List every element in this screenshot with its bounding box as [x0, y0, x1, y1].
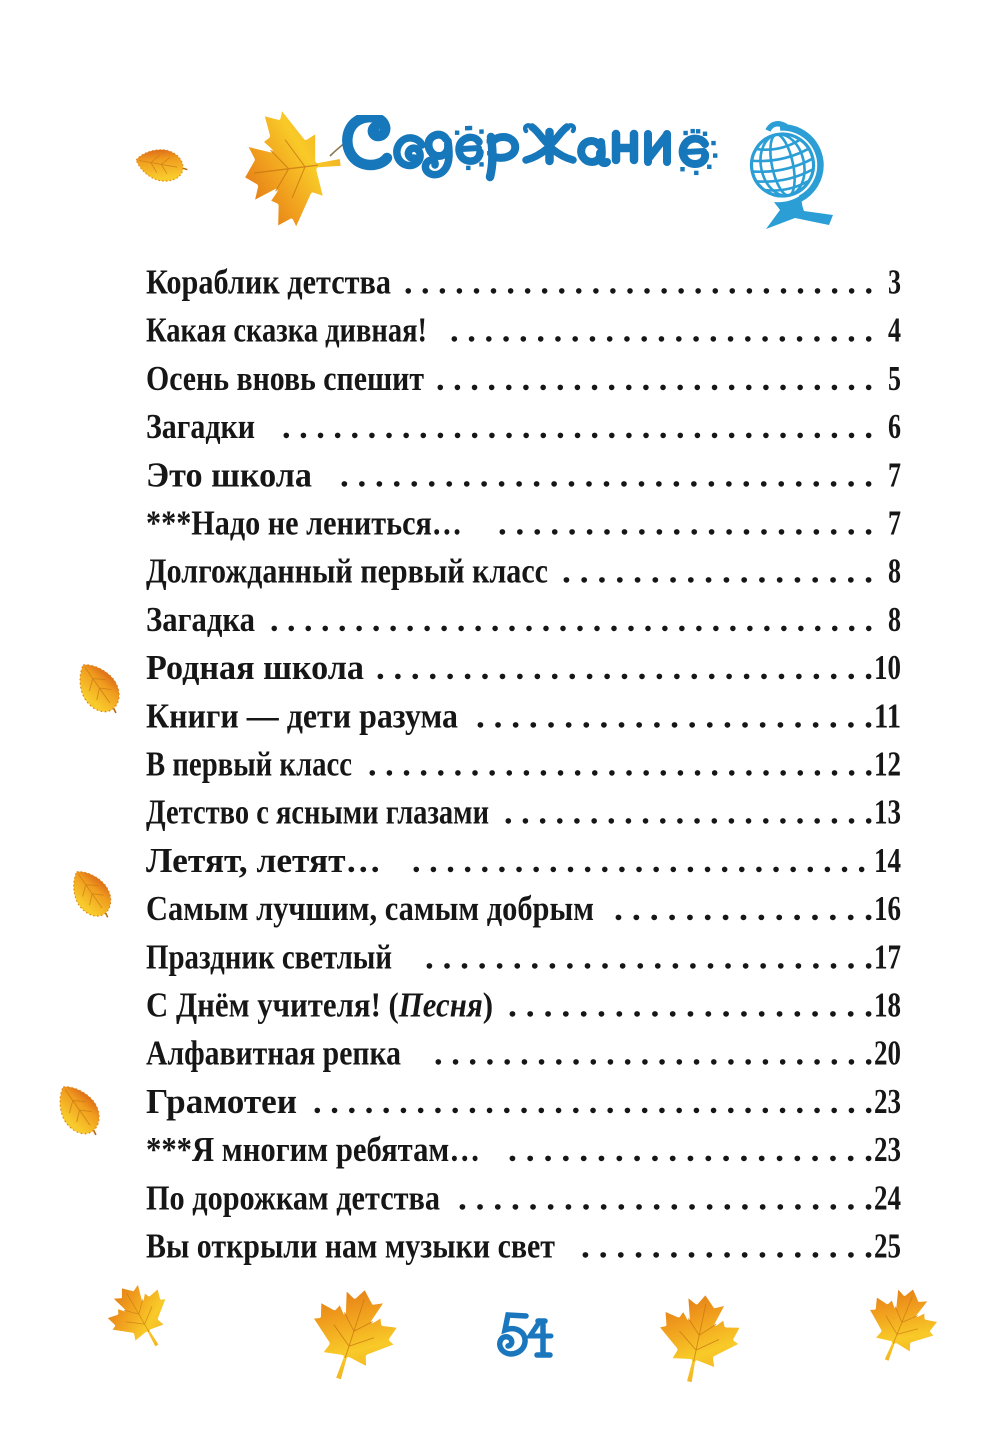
svg-text:. . . . . . . . . . . . . . .: . . . . . . . . . . . . . . . . . . . . … — [458, 1178, 873, 1217]
svg-text:***Я многим ребятам…: ***Я многим ребятам… — [146, 1130, 480, 1169]
svg-text:. . . . . . . . . . . . . . .: . . . . . . . . . . . . . . . . . . . . … — [436, 359, 873, 398]
svg-text:Детство с ясными глазами: Детство с ясными глазами — [146, 793, 489, 832]
svg-text:. . . . . . . . . . . . . . .: . . . . . . . . . . . . . . . . . — [581, 1227, 873, 1266]
svg-text:Летят, летят…: Летят, летят… — [146, 841, 381, 880]
svg-text:): ) — [483, 986, 493, 1025]
svg-text:7: 7 — [888, 455, 901, 494]
svg-text:3: 3 — [888, 263, 901, 302]
svg-text:. . . . . . . . . . . . . . .: . . . . . . . . . . . . . . . . . . . . … — [476, 696, 873, 735]
svg-text:. . . . . . . . . . . . . . .: . . . . . . . . . . . . . . . . . . . . … — [508, 1130, 873, 1169]
svg-text:8: 8 — [888, 552, 901, 591]
svg-text:. . . . . . . . . . . . . . .: . . . . . . . . . . . . . . . . . . . . … — [404, 263, 873, 302]
svg-text:12: 12 — [874, 745, 901, 784]
svg-text:Праздник светлый: Праздник светлый — [146, 937, 392, 976]
svg-text:Самым лучшим, самым добрым: Самым лучшим, самым добрым — [146, 889, 594, 928]
svg-text:С Днём учителя! (: С Днём учителя! ( — [146, 986, 399, 1025]
svg-text:Книги — дети разума: Книги — дети разума — [146, 696, 458, 735]
svg-text:6: 6 — [888, 407, 901, 446]
svg-text:Это школа: Это школа — [146, 455, 312, 494]
svg-text:. . . . . . . . . . . . . . .: . . . . . . . . . . . . . . . . . . . . … — [368, 745, 873, 784]
svg-text:. . . . . . . . . . . . . . .: . . . . . . . . . . . . . . . . . . . . … — [412, 841, 866, 880]
svg-text:В первый класс: В первый класс — [146, 745, 352, 784]
svg-text:25: 25 — [874, 1227, 901, 1266]
svg-text:. . . . . . . . . . . . . . .: . . . . . . . . . . . . . . . . . . . . … — [504, 793, 873, 832]
svg-text:. . . . . . . . . . . . . . .: . . . . . . . . . . . . . . . . . . . . … — [313, 1082, 873, 1121]
svg-text:. . . . . . . . . . . . . . .: . . . . . . . . . . . . . . . . . . . . … — [376, 648, 873, 687]
svg-text:. . . . . . . . . . . . . . .: . . . . . . . . . . . . . . . . . . . . … — [508, 986, 873, 1025]
svg-text:10: 10 — [874, 648, 901, 687]
svg-text:17: 17 — [874, 937, 901, 976]
svg-text:Загадки: Загадки — [146, 407, 255, 446]
svg-text:Какая сказка дивная!: Какая сказка дивная! — [146, 311, 427, 350]
svg-text:23: 23 — [874, 1082, 901, 1121]
svg-text:. . . . . . . . . . . . . . .: . . . . . . . . . . . . . . . . . . . . … — [450, 311, 873, 350]
svg-text:23: 23 — [874, 1130, 901, 1169]
svg-text:. . . . . . . . . . . . . . .: . . . . . . . . . . . . . . . . . . . . … — [434, 1034, 873, 1073]
svg-text:. . . . . . . . . . . . . . .: . . . . . . . . . . . . . . . . . . . . … — [270, 600, 873, 639]
svg-text:Песня: Песня — [398, 986, 483, 1025]
svg-text:13: 13 — [874, 793, 901, 832]
svg-text:20: 20 — [874, 1034, 901, 1073]
svg-text:Загадка: Загадка — [146, 600, 255, 639]
svg-text:. . . . . . . . . . . . . . .: . . . . . . . . . . . . . . . — [614, 889, 873, 928]
svg-text:14: 14 — [874, 841, 901, 880]
svg-text:11: 11 — [874, 696, 901, 735]
svg-text:. . . . . . . . . . . . . . .: . . . . . . . . . . . . . . . . . . . . … — [425, 937, 873, 976]
svg-text:Родная школа: Родная школа — [146, 648, 364, 687]
svg-text:. . . . . . . . . . . . . . .: . . . . . . . . . . . . . . . . . . — [562, 552, 873, 591]
svg-text:Вы открыли нам музыки свет: Вы открыли нам музыки свет — [146, 1227, 555, 1266]
svg-text:18: 18 — [874, 986, 901, 1025]
svg-text:Долгожданный первый класс: Долгожданный первый класс — [146, 552, 548, 591]
svg-text:Кораблик детства: Кораблик детства — [146, 263, 391, 302]
svg-text:8: 8 — [888, 600, 901, 639]
svg-text:16: 16 — [874, 889, 901, 928]
svg-text:Алфавитная репка: Алфавитная репка — [146, 1034, 401, 1073]
svg-text:24: 24 — [874, 1178, 901, 1217]
svg-text:Грамотеи: Грамотеи — [146, 1082, 297, 1121]
svg-text:4: 4 — [888, 311, 901, 350]
svg-text:. . . . . . . . . . . . . . .: . . . . . . . . . . . . . . . . . . . . … — [498, 504, 873, 543]
svg-text:По дорожкам детства: По дорожкам детства — [146, 1178, 440, 1217]
svg-text:Осень вновь спешит: Осень вновь спешит — [146, 359, 424, 398]
svg-text:7: 7 — [888, 504, 901, 543]
svg-text:***Надо не лениться…: ***Надо не лениться… — [146, 504, 462, 543]
svg-text:5: 5 — [888, 359, 901, 398]
svg-text:. . . . . . . . . . . . . . .: . . . . . . . . . . . . . . . . . . . . … — [282, 407, 873, 446]
svg-text:. . . . . . . . . . . . . . .: . . . . . . . . . . . . . . . . . . . . … — [340, 455, 873, 494]
